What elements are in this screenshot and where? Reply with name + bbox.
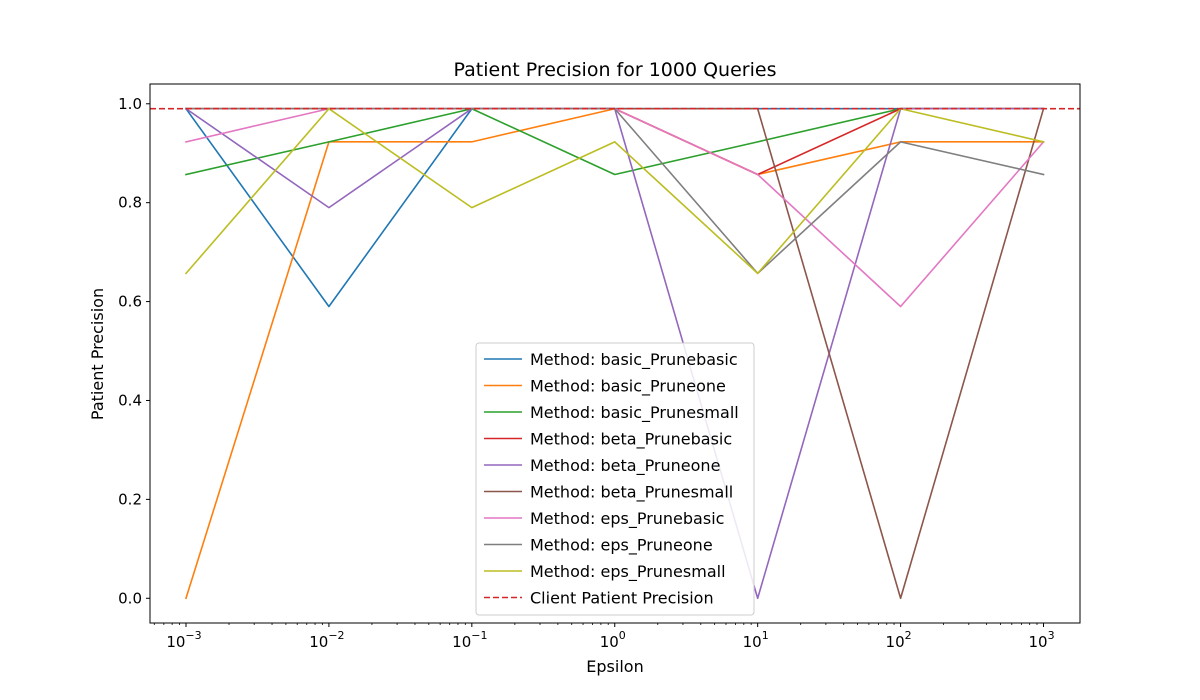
x-tick-label: 103 bbox=[1028, 629, 1054, 651]
legend-label-reference: Client Patient Precision bbox=[530, 589, 714, 608]
legend-label-2: Method: basic_Prunesmall bbox=[530, 403, 739, 423]
x-tick-label: 100 bbox=[600, 629, 626, 651]
legend-label-7: Method: eps_Pruneone bbox=[530, 536, 713, 556]
y-tick-label: 0.4 bbox=[118, 391, 142, 409]
x-tick-exponent: −3 bbox=[185, 629, 201, 642]
legend-label-0: Method: basic_Prunebasic bbox=[530, 350, 738, 370]
x-tick-exponent: −2 bbox=[328, 629, 344, 642]
x-tick-exponent: 3 bbox=[1048, 629, 1055, 642]
y-axis-ticks: 0.0 0.2 0.4 0.6 0.8 1.0 bbox=[118, 95, 150, 607]
x-tick-exponent: 2 bbox=[905, 629, 912, 642]
chart-title: Patient Precision for 1000 Queries bbox=[454, 59, 777, 81]
x-axis-label: Epsilon bbox=[586, 657, 643, 676]
x-tick-exponent: −1 bbox=[471, 629, 487, 642]
x-tick-label: 101 bbox=[743, 629, 769, 651]
x-tick-label: 10−2 bbox=[309, 629, 344, 651]
legend-label-8: Method: eps_Prunesmall bbox=[530, 562, 726, 582]
legend: Method: basic_Prunebasic Method: basic_Pr… bbox=[475, 342, 755, 616]
x-tick-base: 10 bbox=[886, 633, 905, 651]
x-tick-base: 10 bbox=[743, 633, 762, 651]
x-tick-base: 10 bbox=[166, 633, 185, 651]
x-tick-base: 10 bbox=[1028, 633, 1047, 651]
x-tick-exponent: 1 bbox=[762, 629, 769, 642]
x-axis-ticks: 10−3 10−2 10−1 100 101 102 103 bbox=[153, 623, 1055, 651]
plot-area-frame bbox=[149, 83, 1081, 624]
y-tick-label: 0.2 bbox=[118, 490, 142, 508]
y-axis-label: Patient Precision bbox=[88, 288, 107, 420]
y-tick-label: 1.0 bbox=[118, 95, 142, 113]
x-tick-base: 10 bbox=[309, 633, 328, 651]
legend-label-1: Method: basic_Pruneone bbox=[530, 377, 726, 397]
x-tick-base: 10 bbox=[600, 633, 619, 651]
legend-label-5: Method: beta_Prunesmall bbox=[530, 483, 733, 503]
x-tick-base: 10 bbox=[452, 633, 471, 651]
plot-lines bbox=[150, 107, 1080, 600]
legend-label-4: Method: beta_Pruneone bbox=[530, 456, 720, 476]
y-tick-label: 0.6 bbox=[118, 293, 142, 311]
x-tick-label: 10−1 bbox=[452, 629, 487, 651]
legend-box bbox=[475, 342, 755, 616]
x-tick-exponent: 0 bbox=[619, 629, 626, 642]
y-tick-label: 0.0 bbox=[118, 589, 142, 607]
x-tick-label: 10−3 bbox=[166, 629, 201, 651]
x-tick-label: 102 bbox=[886, 629, 912, 651]
legend-label-6: Method: eps_Prunebasic bbox=[530, 509, 724, 529]
y-tick-label: 0.8 bbox=[118, 194, 142, 212]
legend-label-3: Method: beta_Prunebasic bbox=[530, 430, 732, 450]
